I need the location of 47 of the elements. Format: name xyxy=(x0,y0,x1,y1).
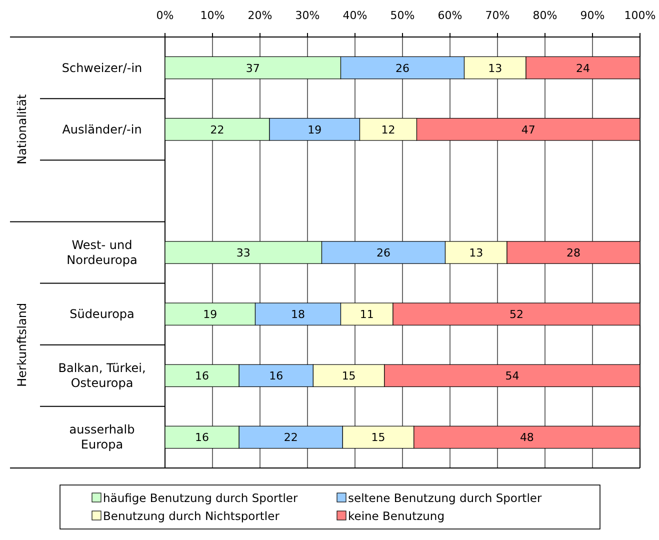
data-label: 19 xyxy=(308,123,322,136)
legend-label: seltene Benutzung durch Sportler xyxy=(348,491,542,505)
data-label: 16 xyxy=(269,370,284,383)
y-tick-label: Ausländer/-in xyxy=(62,122,142,136)
x-tick-label: 70% xyxy=(485,9,510,22)
y-tick-label: West- und Nordeuropa xyxy=(66,238,138,267)
y-tick-label: Balkan, Türkei, Osteuropa xyxy=(58,361,146,390)
text: Herkunftsland xyxy=(15,302,29,387)
data-label: 19 xyxy=(203,308,218,322)
x-tick-label: 20% xyxy=(248,9,272,22)
data-label: 37 xyxy=(246,62,260,75)
data-label: 26 xyxy=(396,62,410,75)
x-tick-label: 30% xyxy=(295,9,320,22)
data-label: 16 xyxy=(195,431,210,444)
y-tick-label: Südeuropa xyxy=(70,307,134,322)
legend-label: häufige Benutzung durch Sportler xyxy=(103,491,298,505)
data-label: 18 xyxy=(291,308,305,322)
x-tick-label: 10% xyxy=(200,9,225,22)
x-tick-label: 0% xyxy=(156,9,174,22)
data-label: 16 xyxy=(195,370,210,383)
data-label: 47 xyxy=(521,123,536,136)
data-label: 54 xyxy=(505,370,520,383)
data-label: 11 xyxy=(360,308,374,322)
data-label: 13 xyxy=(469,246,484,260)
legend-label: Benutzung durch Nichtsportler xyxy=(103,509,280,523)
data-label: 26 xyxy=(376,246,390,260)
y-tick-label: Schweizer/-in xyxy=(62,60,142,75)
data-label: 15 xyxy=(342,370,356,383)
data-label: 12 xyxy=(381,123,396,136)
data-label: 33 xyxy=(236,246,250,260)
x-tick-label: 80% xyxy=(532,9,558,22)
x-tick-label: 90% xyxy=(580,9,605,22)
y-tick-label: ausserhalb Europa xyxy=(69,422,135,452)
data-label: 28 xyxy=(566,246,580,260)
text: Nationalität xyxy=(15,94,29,164)
x-tick-label: 40% xyxy=(342,9,368,22)
data-label: 22 xyxy=(210,123,224,136)
legend-label: keine Benutzung xyxy=(348,509,445,523)
data-label: 52 xyxy=(510,308,524,322)
x-tick-label: 50% xyxy=(390,9,415,22)
x-tick-label: 60% xyxy=(438,9,462,22)
data-label: 13 xyxy=(488,62,502,75)
data-label: 48 xyxy=(520,431,534,444)
x-tick-label: 100% xyxy=(624,9,656,22)
data-label: 22 xyxy=(284,431,298,444)
data-label: 15 xyxy=(371,431,386,444)
data-label: 24 xyxy=(576,62,590,75)
